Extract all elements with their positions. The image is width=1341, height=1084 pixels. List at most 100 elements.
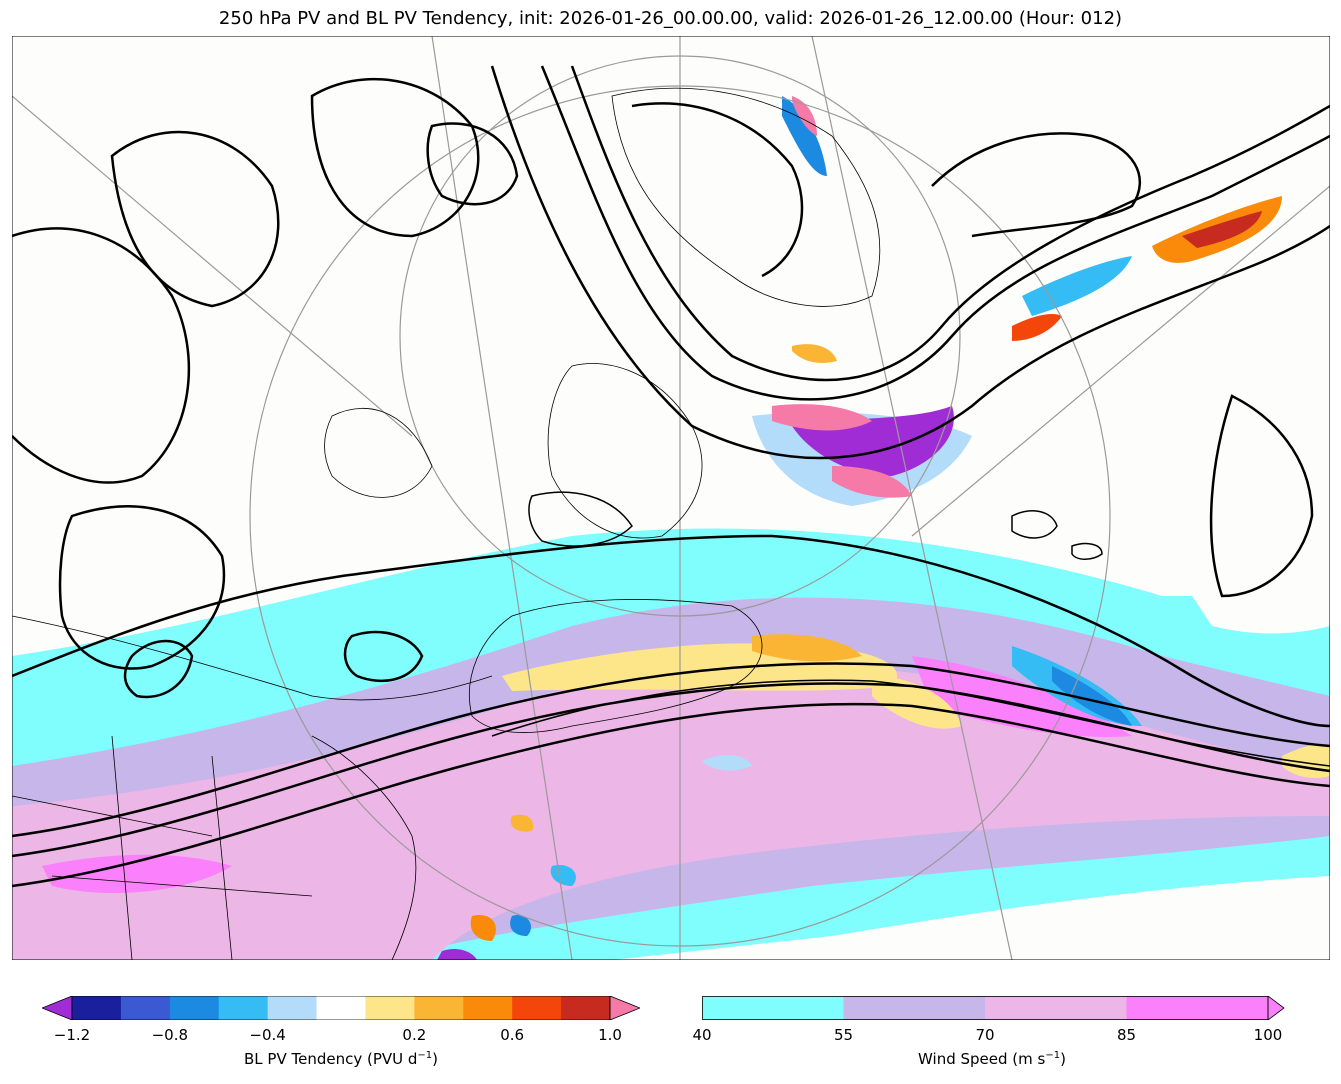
pv-tendency-tick-label: 0.6 xyxy=(500,1026,525,1044)
wind-speed-tick-label: 100 xyxy=(1253,1026,1283,1044)
pv-tendency-label-close: ) xyxy=(432,1050,439,1068)
pv-tendency-tick-label: −1.2 xyxy=(53,1026,91,1044)
coast-hudson xyxy=(324,407,433,498)
pv-contour-trough-3 xyxy=(490,65,1330,460)
pv-pink xyxy=(772,404,872,431)
meridian-2 xyxy=(431,36,573,960)
pv-tendency-tick-label: −0.4 xyxy=(249,1026,286,1044)
wind-speed-colorbar xyxy=(702,996,1285,1020)
pv-red-mid xyxy=(1012,314,1062,341)
pv-lightblue-pocket xyxy=(702,754,752,771)
pv-contour-lowlat-2 xyxy=(123,639,194,699)
pv-contour-ridge-1 xyxy=(12,534,1330,728)
pv-tendency-colorbar xyxy=(42,996,640,1020)
pv-contour-north-2 xyxy=(426,122,519,206)
graticule xyxy=(12,36,1330,960)
cbar-left-swatch xyxy=(561,996,611,1020)
meridian-3 xyxy=(811,36,1013,960)
wind-speed-shading xyxy=(12,528,1330,960)
pv-tendency-tick-label: −0.8 xyxy=(151,1026,189,1044)
cbar-right-extend-high xyxy=(1267,996,1285,1020)
wind-speed-colorbar-label: Wind Speed (m s−1) xyxy=(702,1050,1282,1068)
wind-speed-tick-label: 55 xyxy=(833,1026,854,1044)
pv-tendency-label-text: BL PV Tendency (PVU d xyxy=(243,1050,418,1068)
pv-contour-jet-3 xyxy=(12,702,1330,888)
pv-tendency-tick-label: 0.2 xyxy=(402,1026,427,1044)
cbar-left-swatch xyxy=(72,996,122,1020)
cbar-right-swatch xyxy=(1126,996,1269,1020)
cbar-left-extend-low xyxy=(42,996,73,1020)
meridian-5 xyxy=(911,185,1330,537)
pv-contour-closed-3 xyxy=(1071,542,1103,560)
coast-eastern-canada xyxy=(469,599,763,733)
pv-purple-south xyxy=(437,949,477,960)
pv-contour-ne-1 xyxy=(931,132,1142,238)
pv-blue-cluster-2 xyxy=(510,915,532,936)
pv-contour-closed-1 xyxy=(528,491,633,547)
pv-positive-3 xyxy=(872,676,962,729)
plot-title: 250 hPa PV and BL PV Tendency, init: 202… xyxy=(218,8,1123,29)
wind-speed-label-exponent: −1 xyxy=(1045,1050,1061,1061)
pv-tendency-shading xyxy=(437,96,1330,960)
wind-speed-tick-label: 85 xyxy=(1116,1026,1137,1044)
cbar-right-swatch xyxy=(702,996,844,1020)
pv-contour-west-2 xyxy=(110,130,280,308)
pv-contour-greenland-1 xyxy=(631,102,804,278)
pv-orange-mid-2 xyxy=(792,344,837,363)
pv-blue-ne xyxy=(1022,256,1132,316)
map-panel xyxy=(12,36,1330,960)
border-us-canada xyxy=(12,615,493,701)
pv-contour-lowlat-1 xyxy=(58,505,226,670)
coastlines xyxy=(12,87,881,960)
cbar-left-swatch xyxy=(512,996,562,1020)
pv-contour-jet-4 xyxy=(491,679,1330,767)
pv-contour-north-1 xyxy=(310,77,480,238)
pv-tendency-label-exponent: −1 xyxy=(417,1050,433,1061)
pv-contour-trough-2 xyxy=(570,65,1330,382)
jet-70-band xyxy=(12,665,1330,960)
border-states xyxy=(12,735,313,960)
cbar-left-swatch xyxy=(365,996,415,1020)
pv-orange-cluster-2 xyxy=(470,915,496,941)
pv-tendency-tick-label: 1.0 xyxy=(598,1026,622,1044)
coast-labrador xyxy=(547,363,703,539)
cbar-right-swatch xyxy=(843,996,986,1020)
cbar-left-outline xyxy=(71,996,611,1020)
cbar-left-swatch xyxy=(463,996,513,1020)
pv-contours xyxy=(12,65,1330,888)
cbar-left-swatch xyxy=(218,996,269,1020)
cbar-left-extend-high xyxy=(609,996,640,1020)
pv-pink-greenland xyxy=(792,96,817,136)
pv-blue-cluster-1 xyxy=(550,865,576,886)
pv-contour-east-1 xyxy=(1209,394,1314,598)
pv-positive-2 xyxy=(752,634,862,662)
pv-orange-cluster-1 xyxy=(510,814,534,832)
cbar-left-swatch xyxy=(267,996,318,1020)
pv-tendency-colorbar-label: BL PV Tendency (PVU d−1) xyxy=(42,1050,640,1068)
meridian-4 xyxy=(12,95,413,437)
pv-blue-greenland xyxy=(782,96,827,176)
cbar-left-swatch xyxy=(316,996,366,1020)
pv-red-ne xyxy=(1182,211,1262,248)
wind-speed-label-text: Wind Speed (m s xyxy=(918,1050,1046,1068)
jet-85-band xyxy=(42,854,232,894)
wind-speed-label-close: ) xyxy=(1060,1050,1066,1068)
wind-speed-tick-label: 40 xyxy=(692,1026,712,1044)
wind-speed-tick-label: 70 xyxy=(975,1026,995,1044)
cbar-left-swatch xyxy=(120,996,171,1020)
coast-us-east xyxy=(311,735,417,960)
pv-contour-trough-1 xyxy=(540,65,1330,401)
pv-negative-2 xyxy=(1052,666,1132,726)
cbar-left-swatch xyxy=(414,996,464,1020)
pv-contour-island-1 xyxy=(343,630,424,683)
coast-greenland xyxy=(611,87,881,307)
pv-contours-thin xyxy=(491,491,1330,767)
cbar-left-swatch xyxy=(169,996,220,1020)
cbar-right-swatch xyxy=(985,996,1127,1020)
pv-contour-west-1 xyxy=(12,227,191,484)
jet-40-east-gap xyxy=(1192,581,1330,634)
pv-contour-jet-1 xyxy=(12,662,1330,838)
cbar-right-outline xyxy=(702,996,1269,1020)
pv-contour-closed-2 xyxy=(1011,510,1058,539)
pv-pink-2 xyxy=(832,466,912,498)
